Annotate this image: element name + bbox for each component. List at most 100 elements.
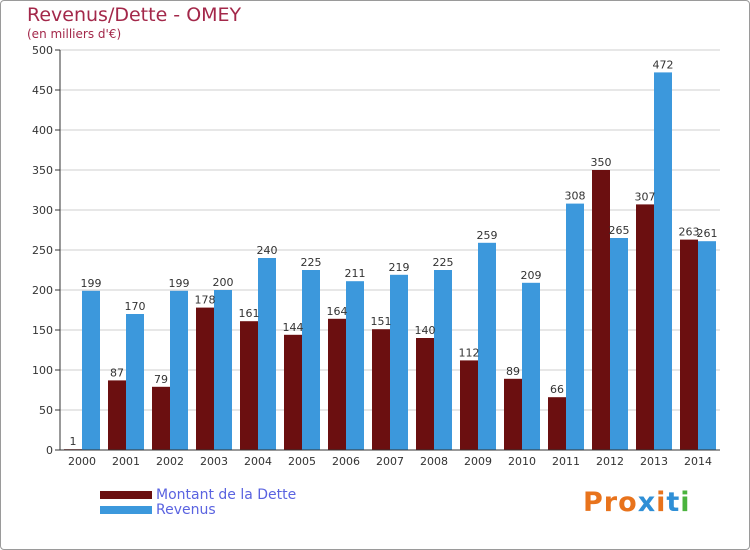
bar-revenus (170, 290, 188, 450)
value-label-dette: 178 (195, 294, 216, 307)
value-label-revenus: 265 (609, 224, 630, 237)
bar-dette (592, 170, 610, 450)
logo-letter: t (666, 487, 681, 518)
x-tick-label: 2004 (244, 455, 272, 468)
bar-revenus (214, 290, 232, 450)
bar-dette (108, 380, 126, 450)
x-tick-label: 2001 (112, 455, 140, 468)
value-label-dette: 151 (371, 315, 392, 328)
y-tick-label: 350 (32, 164, 53, 177)
bar-revenus (478, 242, 496, 450)
bar-dette (240, 321, 258, 450)
bars (64, 72, 716, 451)
y-tick-label: 100 (32, 364, 53, 377)
x-tick-label: 2008 (420, 455, 448, 468)
bar-dette (548, 397, 566, 450)
bar-dette (284, 334, 302, 450)
value-label-dette: 307 (635, 190, 656, 203)
x-tick-label: 2010 (508, 455, 536, 468)
y-tick-label: 250 (32, 244, 53, 257)
value-labels: 1 199 87 170 79 199 178 200 161 240 144 225 164 211 15… (70, 58, 718, 448)
logo-letter: i (656, 487, 667, 518)
value-label-dette: 144 (283, 321, 304, 334)
value-label-dette: 89 (506, 365, 520, 378)
value-label-dette: 79 (154, 373, 168, 386)
value-label-revenus: 211 (345, 267, 366, 280)
bar-revenus (390, 274, 408, 450)
x-tick-label: 2005 (288, 455, 316, 468)
x-tick-label: 2014 (684, 455, 712, 468)
bar-dette (416, 338, 434, 450)
x-tick-label: 2006 (332, 455, 360, 468)
bar-dette (504, 378, 522, 450)
value-label-dette: 112 (459, 346, 480, 359)
logo-letter: o (618, 487, 638, 518)
y-tick-label: 200 (32, 284, 53, 297)
bar-dette (372, 329, 390, 450)
chart-subtitle: (en milliers d'€) (27, 27, 122, 41)
value-label-revenus: 240 (257, 244, 278, 257)
value-label-revenus: 261 (697, 227, 718, 240)
value-label-revenus: 259 (477, 229, 498, 242)
x-tick-label: 2013 (640, 455, 668, 468)
value-label-dette: 350 (591, 156, 612, 169)
bar-dette (460, 360, 478, 450)
bar-revenus (302, 270, 320, 450)
logo-letter: P (583, 487, 604, 518)
x-tick-label: 2007 (376, 455, 404, 468)
value-label-revenus: 170 (125, 300, 146, 313)
value-label-revenus: 225 (433, 256, 454, 269)
logo-letter: x (637, 487, 657, 518)
bar-dette (328, 318, 346, 450)
value-label-revenus: 225 (301, 256, 322, 269)
legend-item-dette: Montant de la Dette (100, 486, 297, 503)
bar-revenus (82, 290, 100, 450)
value-label-dette: 263 (679, 226, 700, 239)
y-tick-label: 150 (32, 324, 53, 337)
value-label-revenus: 219 (389, 261, 410, 274)
bar-revenus (126, 314, 144, 450)
bar-revenus (610, 238, 628, 450)
bar-revenus (698, 241, 716, 450)
value-label-revenus: 199 (169, 277, 190, 290)
bar-revenus (258, 258, 276, 450)
y-tick-label: 400 (32, 124, 53, 137)
value-label-dette: 161 (239, 307, 260, 320)
value-label-revenus: 308 (565, 190, 586, 203)
value-label-dette: 66 (550, 383, 564, 396)
y-tick-label: 450 (32, 84, 53, 97)
bar-revenus (346, 281, 364, 450)
legend-item-revenus: Revenus (100, 501, 296, 518)
value-label-dette: 1 (70, 435, 77, 448)
y-tick-label: 500 (32, 44, 53, 57)
x-tick-label: 2000 (68, 455, 96, 468)
bar-dette (680, 239, 698, 450)
value-label-revenus: 199 (81, 277, 102, 290)
bar-dette (636, 204, 654, 450)
x-tick-label: 2012 (596, 455, 624, 468)
chart-title: Revenus/Dette - OMEY (27, 4, 242, 26)
bar-revenus (566, 203, 584, 450)
logo-letter: r (603, 487, 619, 518)
legend-swatch-revenus (100, 505, 152, 514)
value-label-dette: 140 (415, 324, 436, 337)
bar-revenus (654, 72, 672, 451)
legend-label-revenus: Revenus (156, 501, 216, 518)
value-label-revenus: 209 (521, 269, 542, 282)
x-tick-label: 2003 (200, 455, 228, 468)
x-tick-label: 2002 (156, 455, 184, 468)
y-tick-label: 50 (39, 404, 53, 417)
value-label-revenus: 200 (213, 276, 234, 289)
bar-dette (152, 386, 170, 450)
x-tick-label: 2009 (464, 455, 492, 468)
bar-revenus (434, 270, 452, 450)
x-tick-label: 2011 (552, 455, 580, 468)
value-label-dette: 87 (110, 366, 124, 379)
bar-revenus (522, 282, 540, 450)
legend-swatch-dette (100, 490, 152, 499)
bar-dette (196, 307, 214, 450)
legend: Montant de la Dette Revenus (100, 486, 297, 518)
legend-label-dette: Montant de la Dette (156, 486, 297, 503)
